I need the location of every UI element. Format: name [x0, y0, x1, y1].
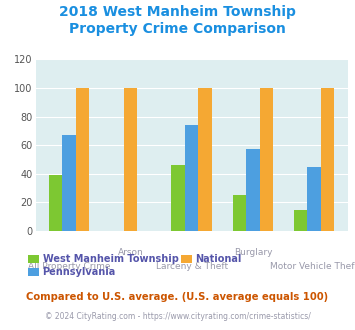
Text: Larceny & Theft: Larceny & Theft — [155, 262, 228, 271]
Bar — [62, 135, 76, 231]
Bar — [185, 125, 198, 231]
Bar — [124, 88, 137, 231]
Text: 2018 West Manheim Township
Property Crime Comparison: 2018 West Manheim Township Property Crim… — [59, 5, 296, 36]
Text: All Property Crime: All Property Crime — [28, 262, 110, 271]
Bar — [321, 88, 334, 231]
Bar — [171, 165, 185, 231]
Bar — [260, 88, 273, 231]
Text: Pennsylvania: Pennsylvania — [43, 267, 116, 277]
Bar — [198, 88, 212, 231]
Bar — [76, 88, 89, 231]
Bar — [49, 175, 62, 231]
Text: West Manheim Township: West Manheim Township — [43, 254, 179, 264]
Text: National: National — [195, 254, 242, 264]
Text: Compared to U.S. average. (U.S. average equals 100): Compared to U.S. average. (U.S. average … — [26, 292, 329, 302]
Text: Arson: Arson — [118, 248, 143, 257]
Bar — [307, 167, 321, 231]
Bar — [246, 149, 260, 231]
Text: Burglary: Burglary — [234, 248, 272, 257]
Text: Motor Vehicle Theft: Motor Vehicle Theft — [270, 262, 355, 271]
Text: © 2024 CityRating.com - https://www.cityrating.com/crime-statistics/: © 2024 CityRating.com - https://www.city… — [45, 312, 310, 321]
Bar — [233, 195, 246, 231]
Bar — [294, 210, 307, 231]
